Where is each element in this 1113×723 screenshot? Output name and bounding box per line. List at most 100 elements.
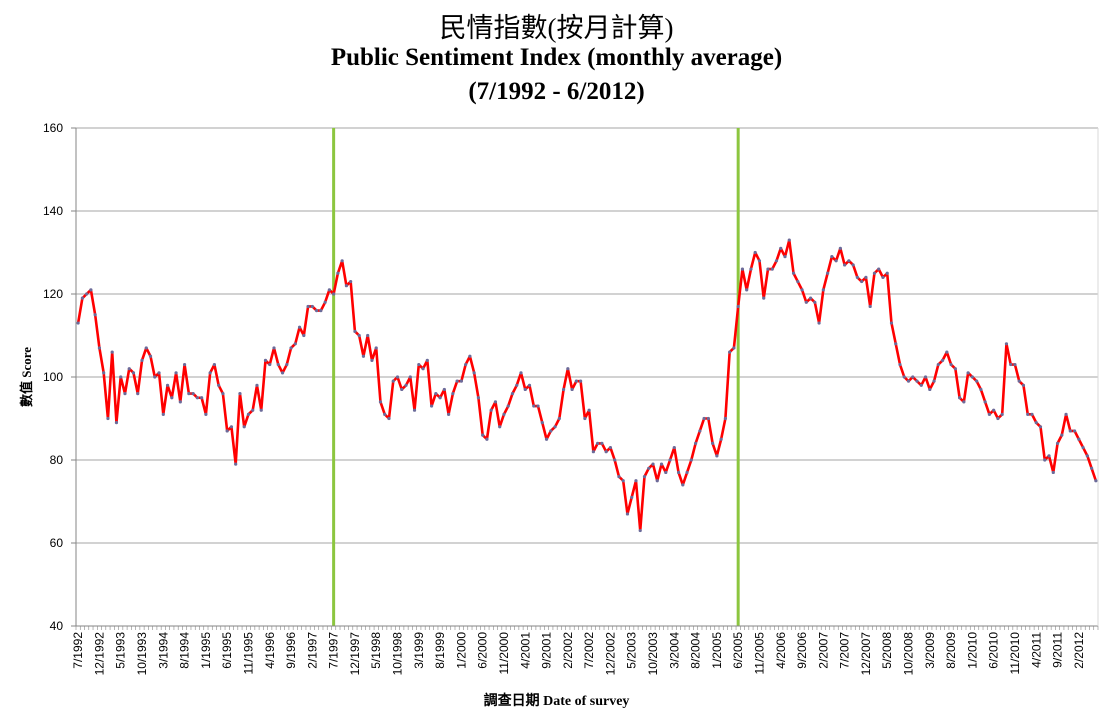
data-point	[161, 412, 165, 416]
chart-title-chinese: 民情指數(按月計算)	[439, 13, 674, 43]
data-point	[757, 259, 762, 263]
data-point	[813, 300, 817, 304]
x-tick-label: 6/2010	[987, 632, 1001, 669]
data-point	[975, 379, 979, 383]
data-point	[221, 392, 225, 396]
data-point	[251, 408, 255, 412]
data-point	[272, 346, 276, 350]
data-point	[800, 288, 804, 292]
data-point	[958, 396, 962, 400]
axes	[71, 127, 1099, 630]
x-tick-label: 12/1997	[348, 632, 362, 676]
data-point	[787, 238, 791, 242]
data-point	[817, 321, 821, 325]
data-point	[740, 267, 745, 271]
x-tick-label: 8/1994	[178, 632, 192, 669]
x-tick-label: 11/2005	[752, 632, 766, 675]
data-point	[336, 271, 340, 275]
data-point	[881, 275, 885, 279]
data-point	[872, 271, 877, 275]
x-tick-label: 3/2009	[923, 632, 937, 669]
data-point	[911, 375, 915, 379]
gridlines	[76, 127, 1098, 544]
data-point	[387, 416, 391, 421]
data-point	[1094, 479, 1098, 483]
data-point	[1004, 342, 1009, 346]
x-tick-label: 2/1997	[305, 632, 319, 669]
data-point	[1034, 421, 1038, 425]
data-point	[217, 383, 221, 387]
x-tick-label: 9/2001	[540, 632, 554, 669]
x-tick-label: 12/2007	[859, 632, 873, 676]
data-point	[404, 383, 408, 387]
data-point	[442, 387, 446, 392]
data-point	[732, 346, 736, 350]
chart-subtitle: (7/1992 - 6/2012)	[468, 78, 645, 105]
data-point	[519, 371, 523, 375]
data-point	[417, 362, 421, 367]
data-point	[238, 392, 242, 396]
data-point	[953, 367, 957, 371]
data-point	[434, 392, 438, 396]
y-tick-label: 60	[50, 536, 64, 550]
data-point	[476, 396, 481, 400]
data-point	[395, 375, 400, 379]
data-point	[349, 279, 353, 284]
data-point	[140, 358, 144, 362]
series-line	[76, 238, 1098, 532]
data-point	[945, 350, 949, 354]
data-point	[838, 246, 842, 250]
data-point	[936, 362, 940, 367]
data-point	[992, 408, 996, 412]
data-point	[676, 470, 681, 475]
data-point	[204, 412, 208, 416]
data-point	[1081, 445, 1085, 450]
data-point	[259, 408, 263, 412]
data-point	[753, 250, 757, 255]
x-tick-label: 11/2010	[1008, 632, 1022, 675]
x-tick-label: 9/2011	[1051, 632, 1065, 668]
data-point	[412, 408, 417, 412]
data-point	[187, 392, 191, 396]
data-point	[962, 400, 966, 404]
y-tick-label: 40	[50, 619, 64, 633]
data-point	[400, 387, 404, 392]
data-point	[302, 333, 306, 338]
data-point	[983, 400, 987, 404]
series-sentiment	[76, 238, 1098, 533]
data-point	[1064, 412, 1068, 416]
data-point	[825, 271, 830, 275]
data-point	[468, 354, 472, 358]
data-point	[996, 416, 1000, 421]
data-point	[361, 354, 366, 358]
data-point	[766, 267, 770, 271]
x-tick-label: 9/2006	[795, 632, 809, 669]
data-point	[979, 387, 983, 392]
data-point	[498, 425, 502, 429]
data-point	[549, 429, 553, 433]
data-point	[1085, 454, 1089, 458]
x-tick-label: 6/2005	[731, 632, 745, 669]
data-point	[421, 367, 425, 371]
x-tick-label: 10/1998	[391, 632, 405, 676]
data-point	[340, 259, 344, 263]
data-point	[472, 371, 476, 375]
data-point	[170, 396, 174, 400]
data-point	[510, 392, 515, 396]
y-tick-label: 140	[43, 204, 63, 218]
data-point	[698, 429, 702, 433]
data-point	[1060, 433, 1064, 437]
data-point	[706, 416, 710, 421]
data-point	[1047, 454, 1051, 458]
data-point	[225, 429, 229, 433]
data-point	[327, 288, 331, 292]
data-point	[1013, 362, 1017, 367]
data-point	[489, 408, 493, 412]
x-tick-label: 6/2000	[476, 632, 490, 669]
data-point	[523, 387, 527, 392]
data-point	[1000, 412, 1004, 416]
data-point	[208, 371, 212, 375]
data-point	[1043, 458, 1047, 462]
data-point	[212, 362, 216, 367]
data-point	[579, 379, 583, 383]
